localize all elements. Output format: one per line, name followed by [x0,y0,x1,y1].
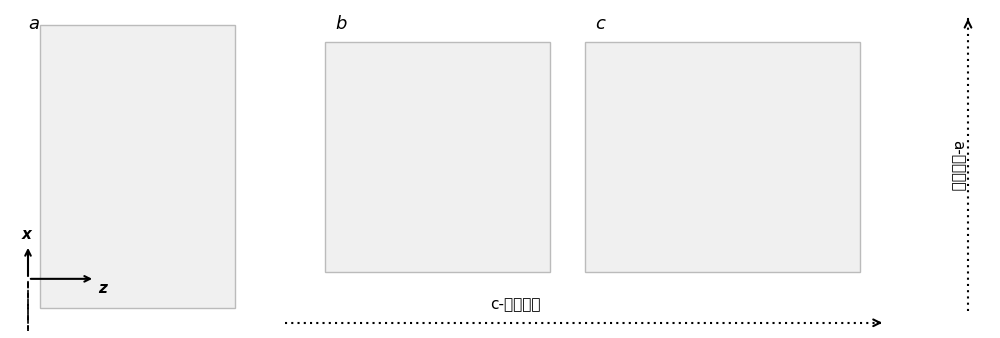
Text: b: b [335,15,346,33]
Text: a: a [28,15,39,33]
Bar [325,42,550,272]
Bar [40,25,235,308]
Text: c-电场方向: c-电场方向 [490,298,540,313]
Text: z: z [98,281,107,296]
Bar [585,42,860,272]
Text: a-电场方向: a-电场方向 [950,140,964,191]
Text: c: c [595,15,605,33]
Text: x: x [22,227,32,242]
